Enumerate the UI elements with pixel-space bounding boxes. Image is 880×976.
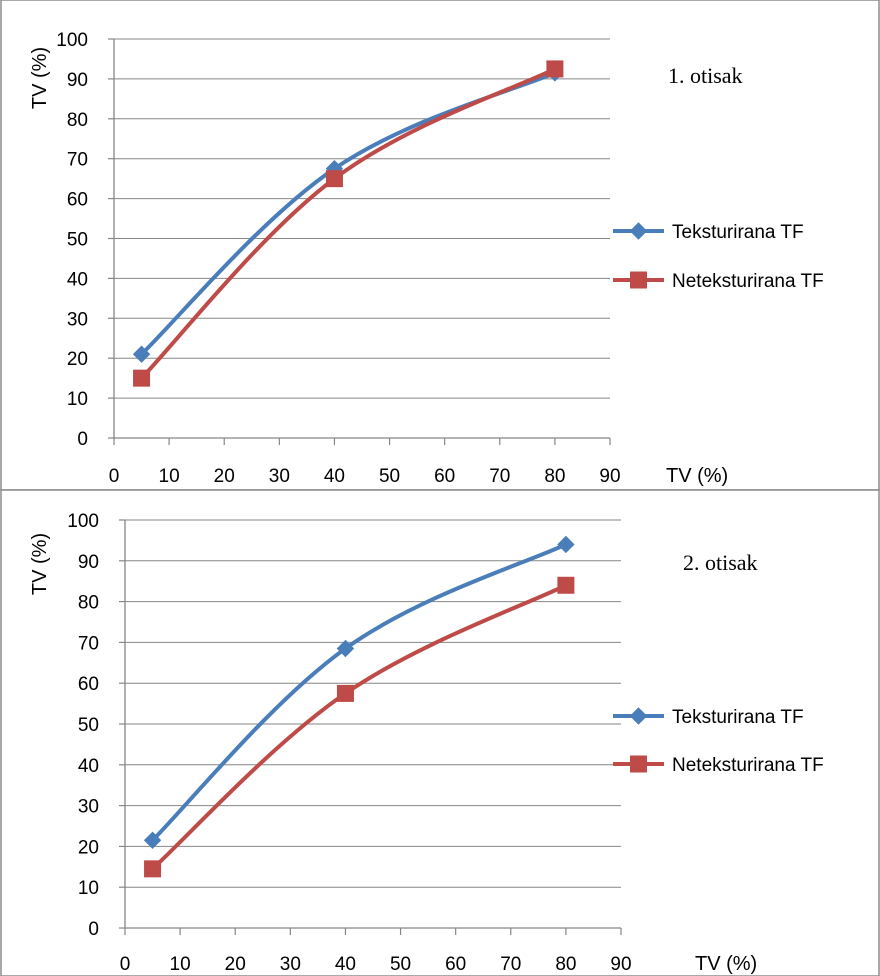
y-tick-label-3: 30 [78, 797, 99, 818]
y-tick-label-6: 60 [67, 190, 88, 211]
series-2-point-2 [557, 576, 575, 594]
y-tick-label-0: 0 [88, 919, 99, 940]
x-tick-label-9: 90 [610, 954, 631, 975]
x-tick-label-0: 0 [109, 466, 120, 487]
series-2-point-2 [546, 60, 564, 78]
y-tick-label-9: 90 [67, 70, 88, 91]
x-tick-label-3: 30 [280, 954, 301, 975]
x-tick-label-1: 10 [170, 954, 191, 975]
chart-annotation: 2. otisak [683, 550, 758, 575]
legend-label-1: Teksturirana TF [672, 222, 804, 243]
series-1-point-1 [336, 639, 355, 658]
y-axis-title: TV (%) [29, 533, 51, 595]
series-1-point-2 [557, 535, 575, 554]
series-2-point-1 [336, 684, 354, 702]
x-tick-label-7: 70 [500, 954, 521, 975]
y-axis-title: TV (%) [29, 47, 51, 109]
y-tick-label-1: 10 [67, 389, 88, 410]
chart-panel-1: 0 10 20 30 40 50 60 70 80 90 100 0 10 20 30 40 50 60 70 80 9… [0, 0, 880, 491]
y-tick-label-4: 40 [78, 756, 99, 777]
chart-frame [0, 489, 880, 976]
x-axis-title: TV (%) [666, 465, 728, 487]
x-tick-label-6: 60 [434, 466, 455, 487]
y-tick-label-7: 70 [67, 150, 88, 171]
y-tick-label-0: 0 [77, 429, 88, 450]
x-tick-label-6: 60 [445, 954, 466, 975]
x-tick-label-2: 20 [225, 954, 246, 975]
series-1-point-0 [143, 831, 162, 849]
x-tick-label-5: 50 [390, 954, 411, 975]
y-tick-label-2: 20 [67, 349, 88, 370]
legend-label-2: Neteksturirana TF [672, 271, 824, 292]
x-tick-label-5: 50 [379, 466, 400, 487]
y-tick-label-6: 60 [78, 674, 99, 695]
y-tick-label-4: 40 [67, 269, 88, 290]
legend-1-point-legend [629, 222, 648, 240]
x-tick-label-4: 40 [335, 954, 356, 975]
legend-1-point-legend [629, 707, 648, 725]
x-tick-label-0: 0 [120, 954, 131, 975]
series-2-point-1 [325, 170, 343, 188]
y-tick-label-2: 20 [78, 837, 99, 858]
x-tick-label-4: 40 [324, 466, 345, 487]
y-tick-label-1: 10 [78, 878, 99, 899]
x-tick-label-9: 90 [599, 466, 620, 487]
legend-2-point-legend [630, 271, 647, 289]
legend-2-point-legend [630, 755, 647, 773]
x-tick-label-7: 70 [489, 466, 510, 487]
y-tick-label-8: 80 [78, 593, 99, 614]
x-tick-label-3: 30 [269, 466, 290, 487]
x-tick-label-1: 10 [159, 466, 180, 487]
y-tick-label-7: 70 [78, 633, 99, 654]
y-tick-label-10: 100 [67, 511, 99, 532]
chart-panel-2: 0 10 20 30 40 50 60 70 80 90 100 0 10 20 30 40 50 60 70 80 9… [0, 489, 880, 976]
chart-annotation: 1. otisak [668, 63, 743, 88]
x-tick-label-8: 80 [555, 954, 576, 975]
y-tick-label-3: 30 [67, 309, 88, 330]
y-tick-label-5: 50 [67, 230, 88, 251]
series-1-point-0 [132, 345, 151, 363]
chart-frame [0, 0, 880, 491]
x-axis-title: TV (%) [695, 953, 757, 975]
y-tick-label-9: 90 [78, 552, 99, 573]
series-2-point-0 [144, 860, 162, 878]
y-tick-label-5: 50 [78, 715, 99, 736]
legend-label-1: Teksturirana TF [672, 707, 804, 728]
x-tick-label-2: 20 [214, 466, 235, 487]
x-tick-label-8: 80 [544, 466, 565, 487]
y-tick-label-10: 100 [56, 30, 88, 51]
legend-label-2: Neteksturirana TF [672, 755, 824, 776]
y-tick-label-8: 80 [67, 110, 88, 131]
series-2-point-0 [133, 369, 151, 387]
